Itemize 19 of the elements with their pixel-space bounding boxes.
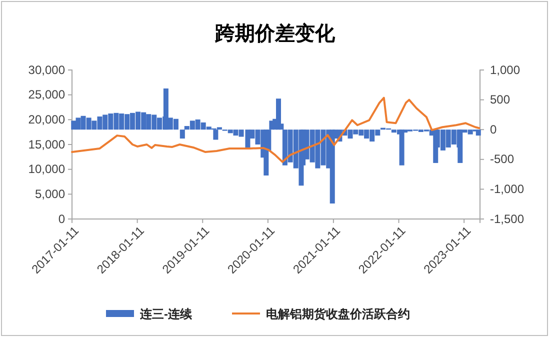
y2-tick-label: -1,000: [490, 182, 524, 196]
line-series: [71, 96, 480, 163]
y2-tick-label: -1,500: [490, 212, 524, 226]
y-tick-label: 30,000: [28, 62, 66, 77]
y2-tick-label: 0: [490, 122, 497, 136]
y-tick-label: 15,000: [28, 137, 66, 152]
y-tick-label: 10,000: [28, 162, 66, 176]
y-tick-label: 0: [58, 212, 66, 226]
legend-label: 电解铝期货收盘价活跃合约: [266, 307, 410, 321]
y2-tick-label: 500: [490, 92, 510, 107]
bar: [213, 130, 218, 140]
y2-tick-label: -500: [490, 152, 514, 166]
y-tick-label: 5,000: [34, 187, 66, 202]
y-tick-label: 20,000: [28, 112, 66, 127]
legend-label: 连三-连续: [139, 307, 193, 321]
bar: [399, 130, 404, 166]
y-tick-label: 25,000: [28, 88, 66, 102]
chart-title: 跨期价差变化: [214, 21, 336, 45]
y2-tick-label: 1,000: [490, 62, 520, 77]
